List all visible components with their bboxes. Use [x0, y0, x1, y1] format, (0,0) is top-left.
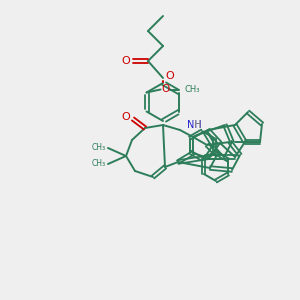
Text: O: O: [166, 71, 174, 81]
Text: H: H: [194, 120, 201, 130]
Text: CH₃: CH₃: [184, 85, 200, 94]
Text: CH₃: CH₃: [92, 160, 106, 169]
Text: NH: NH: [187, 120, 202, 130]
Text: O: O: [122, 56, 130, 66]
Text: O: O: [161, 85, 170, 94]
Text: O: O: [122, 112, 130, 122]
Text: CH₃: CH₃: [92, 143, 106, 152]
